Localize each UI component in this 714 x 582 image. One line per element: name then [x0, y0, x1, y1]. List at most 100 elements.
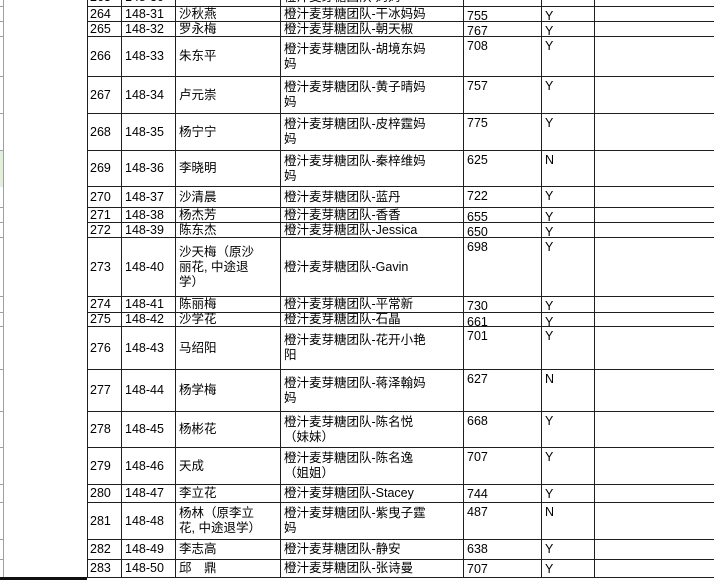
cell-281-row_no[interactable]: 281: [87, 503, 122, 540]
cell-280-notes[interactable]: [595, 485, 714, 503]
cell-282-notes[interactable]: [595, 540, 714, 560]
cell-270-member_id[interactable]: 148-37: [122, 187, 176, 208]
cell-265-flag[interactable]: Y: [542, 22, 595, 37]
cell-264-team_entry[interactable]: 橙汁麦芽糖团队-干冰妈妈: [281, 7, 464, 22]
cell-274-name[interactable]: 陈丽梅: [176, 297, 281, 313]
cell-265-team_entry[interactable]: 橙汁麦芽糖团队-朝天椒: [281, 22, 464, 37]
cell-275-name[interactable]: 沙学花: [176, 313, 281, 327]
cell-265-notes[interactable]: [595, 22, 714, 37]
cell-275-row_no[interactable]: 275: [87, 313, 122, 327]
cell-283-name[interactable]: 邱 鼎: [176, 560, 281, 578]
cell-277-score[interactable]: 627: [464, 370, 542, 412]
cell-281-team_entry[interactable]: 橙汁麦芽糖团队-紫曳子霆 妈: [281, 503, 464, 540]
cell-274-row_no[interactable]: 274: [87, 297, 122, 313]
cell-277-member_id[interactable]: 148-44: [122, 370, 176, 412]
cell-273-name[interactable]: 沙天梅（原沙 丽花, 中途退 学）: [176, 238, 281, 297]
cell-271-member_id[interactable]: 148-38: [122, 208, 176, 223]
cell-282-name[interactable]: 李志高: [176, 540, 281, 560]
cell-271-name[interactable]: 杨杰芳: [176, 208, 281, 223]
cell-274-member_id[interactable]: 148-41: [122, 297, 176, 313]
cell-264-name[interactable]: 沙秋燕: [176, 7, 281, 22]
cell-270-row_no[interactable]: 270: [87, 187, 122, 208]
cell-269-team_entry[interactable]: 橙汁麦芽糖团队-秦梓维妈 妈: [281, 151, 464, 187]
cell-279-name[interactable]: 天成: [176, 448, 281, 485]
cell-268-flag[interactable]: Y: [542, 114, 595, 151]
cell-278-flag[interactable]: Y: [542, 412, 595, 448]
cell-266-notes[interactable]: [595, 37, 714, 77]
cell-partial-notes[interactable]: [595, 0, 714, 7]
cell-266-member_id[interactable]: 148-33: [122, 37, 176, 77]
cell-274-flag[interactable]: Y: [542, 297, 595, 313]
cell-270-flag[interactable]: Y: [542, 187, 595, 208]
cell-265-member_id[interactable]: 148-32: [122, 22, 176, 37]
cell-283-score[interactable]: 707: [464, 560, 542, 578]
cell-275-flag[interactable]: Y: [542, 313, 595, 327]
cell-277-row_no[interactable]: 277: [87, 370, 122, 412]
cell-278-notes[interactable]: [595, 412, 714, 448]
cell-273-score[interactable]: 698: [464, 238, 542, 297]
cell-268-notes[interactable]: [595, 114, 714, 151]
cell-274-notes[interactable]: [595, 297, 714, 313]
cell-279-notes[interactable]: [595, 448, 714, 485]
cell-280-row_no[interactable]: 280: [87, 485, 122, 503]
cell-279-team_entry[interactable]: 橙汁麦芽糖团队-陈名逸 （姐姐）: [281, 448, 464, 485]
cell-271-flag[interactable]: Y: [542, 208, 595, 223]
cell-266-name[interactable]: 朱东平: [176, 37, 281, 77]
cell-273-notes[interactable]: [595, 238, 714, 297]
cell-264-score[interactable]: 755: [464, 7, 542, 22]
cell-283-notes[interactable]: [595, 560, 714, 578]
cell-274-score[interactable]: 730: [464, 297, 542, 313]
cell-277-flag[interactable]: N: [542, 370, 595, 412]
left-column-highlight-cell[interactable]: [0, 151, 3, 187]
cell-277-name[interactable]: 杨学梅: [176, 370, 281, 412]
cell-275-score[interactable]: 661: [464, 313, 542, 327]
cell-272-team_entry[interactable]: 橙汁麦芽糖团队-Jessica: [281, 223, 464, 238]
cell-267-score[interactable]: 757: [464, 77, 542, 114]
cell-272-member_id[interactable]: 148-39: [122, 223, 176, 238]
cell-267-member_id[interactable]: 148-34: [122, 77, 176, 114]
cell-273-row_no[interactable]: 273: [87, 238, 122, 297]
cell-270-score[interactable]: 722: [464, 187, 542, 208]
cell-278-member_id[interactable]: 148-45: [122, 412, 176, 448]
cell-271-team_entry[interactable]: 橙汁麦芽糖团队-香香: [281, 208, 464, 223]
cell-266-flag[interactable]: Y: [542, 37, 595, 77]
cell-264-row_no[interactable]: 264: [87, 7, 122, 22]
cell-266-score[interactable]: 708: [464, 37, 542, 77]
cell-282-score[interactable]: 638: [464, 540, 542, 560]
cell-280-team_entry[interactable]: 橙汁麦芽糖团队-Stacey: [281, 485, 464, 503]
cell-276-name[interactable]: 马绍阳: [176, 327, 281, 370]
cell-279-member_id[interactable]: 148-46: [122, 448, 176, 485]
cell-276-flag[interactable]: Y: [542, 327, 595, 370]
cell-282-team_entry[interactable]: 橙汁麦芽糖团队-静安: [281, 540, 464, 560]
cell-272-row_no[interactable]: 272: [87, 223, 122, 238]
cell-276-score[interactable]: 701: [464, 327, 542, 370]
cell-271-row_no[interactable]: 271: [87, 208, 122, 223]
cell-283-row_no[interactable]: 283: [87, 560, 122, 578]
cell-267-team_entry[interactable]: 橙汁麦芽糖团队-黄子晴妈 妈: [281, 77, 464, 114]
cell-270-name[interactable]: 沙清晨: [176, 187, 281, 208]
cell-partial-team_entry[interactable]: 橙汁麦芽糖团队-妈妈: [281, 0, 464, 7]
cell-269-member_id[interactable]: 148-36: [122, 151, 176, 187]
cell-270-notes[interactable]: [595, 187, 714, 208]
cell-partial-name[interactable]: [176, 0, 281, 7]
cell-279-flag[interactable]: Y: [542, 448, 595, 485]
cell-270-team_entry[interactable]: 橙汁麦芽糖团队-蓝丹: [281, 187, 464, 208]
cell-273-team_entry[interactable]: 橙汁麦芽糖团队-Gavin: [281, 238, 464, 297]
cell-278-name[interactable]: 杨彬花: [176, 412, 281, 448]
cell-partial-score[interactable]: [464, 0, 542, 7]
cell-267-flag[interactable]: Y: [542, 77, 595, 114]
cell-281-name[interactable]: 杨林（原李立 花, 中途退学）: [176, 503, 281, 540]
cell-275-notes[interactable]: [595, 313, 714, 327]
cell-268-score[interactable]: 775: [464, 114, 542, 151]
cell-264-member_id[interactable]: 148-31: [122, 7, 176, 22]
cell-267-row_no[interactable]: 267: [87, 77, 122, 114]
cell-267-name[interactable]: 卢元崇: [176, 77, 281, 114]
cell-282-row_no[interactable]: 282: [87, 540, 122, 560]
cell-278-row_no[interactable]: 278: [87, 412, 122, 448]
cell-281-flag[interactable]: N: [542, 503, 595, 540]
cell-280-member_id[interactable]: 148-47: [122, 485, 176, 503]
cell-283-team_entry[interactable]: 橙汁麦芽糖团队-张诗曼: [281, 560, 464, 578]
cell-264-flag[interactable]: Y: [542, 7, 595, 22]
cell-271-score[interactable]: 655: [464, 208, 542, 223]
cell-partial-member_id[interactable]: 148-30: [122, 0, 176, 7]
